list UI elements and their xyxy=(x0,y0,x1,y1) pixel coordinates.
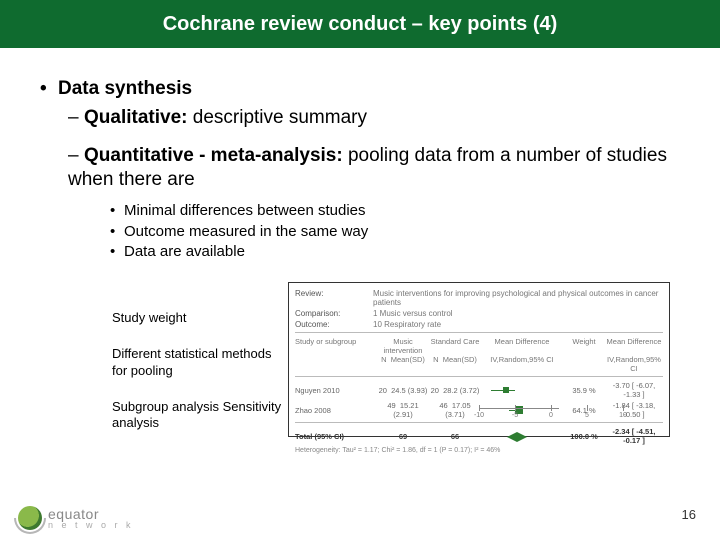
forest-plot: Review:Music interventions for improving… xyxy=(288,282,670,437)
fp-wt: 35.9 % xyxy=(563,386,605,395)
fp-subheader: N Mean(SD) N Mean(SD) IV,Random,95% CI I… xyxy=(295,355,663,373)
note-methods: Different statistical methods for poolin… xyxy=(112,346,282,379)
fp-h-study: Study or subgroup xyxy=(295,337,377,355)
content-area: •Data synthesis –Qualitative: descriptiv… xyxy=(40,78,680,272)
l3-list: •Minimal differences between studies •Ou… xyxy=(110,201,680,262)
fp-study: Zhao 2008 xyxy=(295,406,377,415)
slide-title: Cochrane review conduct – key points (4) xyxy=(163,13,558,36)
fp-mi: 24.5 (3.93) xyxy=(391,386,427,395)
bullet-l2-quantitative: –Quantitative - meta-analysis: pooling d… xyxy=(68,144,680,192)
dash-icon: – xyxy=(68,106,84,130)
fp-axis: -10 -5 0 5 10 xyxy=(479,408,659,430)
fp-md: -3.70 [ -6.07, -1.33 ] xyxy=(605,381,663,399)
bullet-dot-icon: • xyxy=(110,222,124,242)
l2b-bold: Quantitative - meta-analysis: xyxy=(84,145,343,166)
notes-column: Study weight Different statistical metho… xyxy=(112,310,282,451)
l2a-bold: Qualitative: xyxy=(84,107,187,128)
l3-item: •Data are available xyxy=(110,242,680,262)
l3-item: •Outcome measured in the same way xyxy=(110,222,680,242)
fp-mi-n: 20 xyxy=(379,386,387,395)
fp-sh-ci2: IV,Random,95% CI xyxy=(605,355,663,373)
fp-review-text: Music interventions for improving psycho… xyxy=(373,289,663,307)
tick-lbl: -10 xyxy=(474,412,484,419)
fp-sc-n: 20 xyxy=(431,386,439,395)
fp-header: Study or subgroup Music intervention Sta… xyxy=(295,337,663,355)
fp-comp-text: 1 Music versus control xyxy=(373,309,663,318)
page-number: 16 xyxy=(682,507,696,522)
fp-total-sc-n: 66 xyxy=(429,432,481,441)
fp-h-mi: Music intervention xyxy=(377,337,429,355)
tick-lbl: -5 xyxy=(512,412,518,419)
lower-area: Study weight Different statistical metho… xyxy=(112,310,682,451)
fp-study: Nguyen 2010 xyxy=(295,386,377,395)
equator-logo: equator n e t w o r k xyxy=(18,506,134,530)
fp-sh-n: N xyxy=(381,355,386,364)
fp-sc: 17.05 (3.71) xyxy=(445,401,470,419)
l2a-rest: descriptive summary xyxy=(187,107,367,128)
l1-text: Data synthesis xyxy=(58,78,192,99)
fp-h-plot: Mean Difference xyxy=(481,337,563,355)
fp-sh-msd2: Mean(SD) xyxy=(443,355,477,364)
logo-text: equator n e t w o r k xyxy=(48,506,134,530)
fp-total-mi-n: 69 xyxy=(377,432,429,441)
tick-lbl: 0 xyxy=(549,412,553,419)
fp-sc: 28.2 (3.72) xyxy=(443,386,479,395)
fp-plot-cell xyxy=(481,385,563,395)
tick-lbl: 10 xyxy=(619,412,627,419)
footer: equator n e t w o r k 16 xyxy=(18,500,702,530)
fp-out-text: 10 Respiratory rate xyxy=(373,320,663,329)
fp-out-label: Outcome: xyxy=(295,320,373,329)
l3-text: Outcome measured in the same way xyxy=(124,223,368,240)
fp-comp-label: Comparison: xyxy=(295,309,373,318)
note-subgroup: Subgroup analysis Sensitivity analysis xyxy=(112,399,282,432)
dash-icon: – xyxy=(68,144,84,168)
fp-h-sc: Standard Care xyxy=(429,337,481,355)
fp-sh-ci: IV,Random,95% CI xyxy=(481,355,563,373)
l3-item: •Minimal differences between studies xyxy=(110,201,680,221)
bullet-dot-icon: • xyxy=(110,201,124,221)
fp-mi-n: 49 xyxy=(387,401,395,410)
fp-heterogeneity: Heterogeneity: Tau² = 1.17; Chi² = 1.86,… xyxy=(295,447,663,454)
fp-sc-n: 46 xyxy=(439,401,447,410)
bullet-l2-qualitative: –Qualitative: descriptive summary xyxy=(68,106,680,130)
fp-plot-cell xyxy=(481,431,563,441)
fp-total-wt: 100.0 % xyxy=(563,432,605,441)
fp-sh-msd: Mean(SD) xyxy=(391,355,425,364)
fp-total-label: Total (95% CI) xyxy=(295,432,377,441)
l3-text: Minimal differences between studies xyxy=(124,202,366,219)
logo-mark-icon xyxy=(18,506,42,530)
fp-h-md: Mean Difference xyxy=(605,337,663,355)
fp-h-wt: Weight xyxy=(563,337,605,355)
bullet-dot-icon: • xyxy=(40,78,58,100)
title-bar: Cochrane review conduct – key points (4) xyxy=(0,0,720,48)
bullet-l1: •Data synthesis xyxy=(40,78,680,100)
logo-sub: n e t w o r k xyxy=(48,520,134,530)
fp-review-label: Review: xyxy=(295,289,373,307)
fp-row-0: Nguyen 2010 20 24.5 (3.93) 20 28.2 (3.72… xyxy=(295,381,663,399)
bullet-dot-icon: • xyxy=(110,242,124,262)
fp-mi: 15.21 (2.91) xyxy=(393,401,418,419)
tick-lbl: 5 xyxy=(585,412,589,419)
fp-sh-n2: N xyxy=(433,355,438,364)
l3-text: Data are available xyxy=(124,243,245,260)
note-weight: Study weight xyxy=(112,310,282,326)
square-icon xyxy=(503,387,509,393)
